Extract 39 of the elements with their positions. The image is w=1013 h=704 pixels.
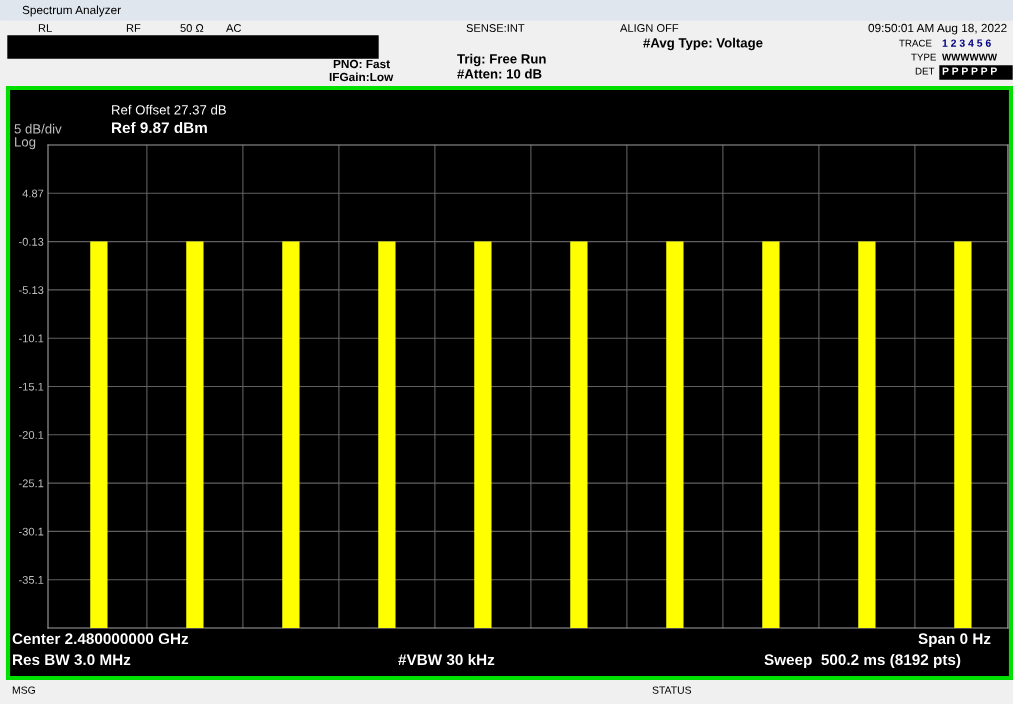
text: #Atten: 10 dB [457, 68, 542, 79]
y-tick-label: -0.13 [19, 237, 44, 246]
text: RL [38, 24, 52, 32]
text: TRACE [899, 39, 932, 47]
text: Span 0 Hz [918, 633, 991, 648]
y-tick-label: -5.13 [19, 286, 44, 295]
text: Ref 9.87 dBm [112, 121, 207, 134]
text: RF [126, 24, 141, 32]
text: P P P P P P [942, 67, 997, 75]
text: PNO: Fast [333, 59, 390, 69]
y-tick-label: 4.87 [22, 189, 44, 198]
text: 5 dB/div [14, 123, 62, 134]
text: 1 2 3 4 5 6 [942, 39, 991, 47]
y-tick-label: -15.1 [19, 382, 44, 391]
text: WWWWWW [942, 53, 998, 61]
text: STATUS [652, 686, 692, 694]
y-tick-label: -25.1 [19, 479, 44, 488]
text: Center 2.480000000 GHz [12, 633, 189, 645]
y-tick-label: -20.1 [19, 431, 44, 439]
text: Log [15, 137, 36, 150]
chart-title: Spectrum Analyzer [22, 5, 121, 17]
text: #VBW 30 kHz [398, 653, 495, 666]
text: ALIGN OFF [620, 24, 679, 32]
text: Res BW 3.0 MHz [13, 654, 131, 666]
text: SENSE:INT [466, 24, 525, 32]
text: 09:50:01 AM Aug 18, 2022 [868, 23, 1007, 35]
text: Ref Offset 27.37 dB [112, 104, 226, 115]
text: Sweep 500.2 ms (8192 pts) [764, 653, 961, 669]
text: DET [915, 67, 935, 75]
y-tick-label: -10.1 [19, 334, 44, 343]
text: TYPE [911, 53, 936, 61]
text: #Avg Type: Voltage [643, 37, 763, 51]
text: MSG [12, 686, 35, 694]
text: 50 Ω [180, 24, 204, 32]
text: IFGain:Low [329, 72, 394, 82]
text: Trig: Free Run [457, 53, 546, 67]
text: AC [226, 24, 242, 32]
y-tick-label: -30.1 [19, 527, 44, 536]
y-tick-label: -35.1 [19, 575, 44, 584]
